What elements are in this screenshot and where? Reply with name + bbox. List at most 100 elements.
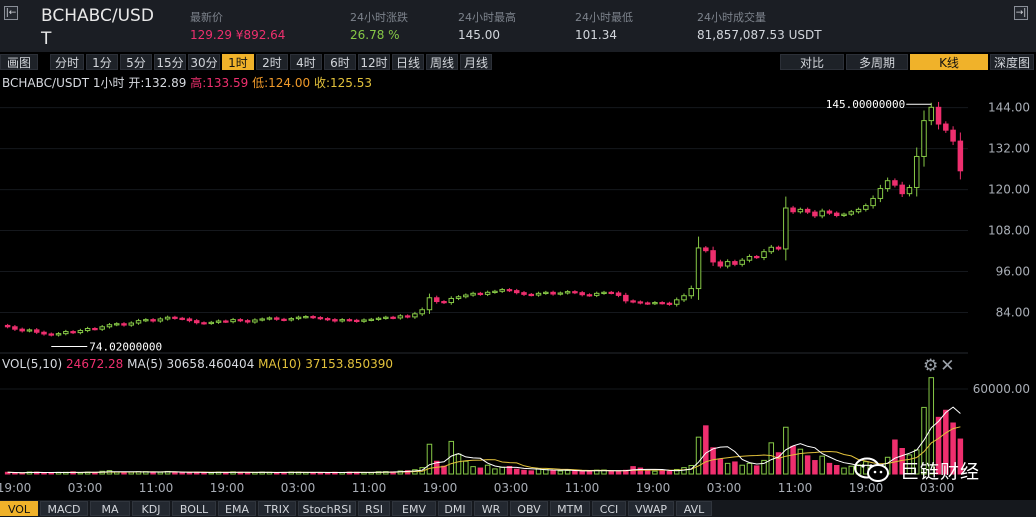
tab-6h[interactable]: 6时 bbox=[324, 54, 356, 70]
tab-timeline[interactable]: 分时 bbox=[50, 54, 84, 70]
period-label: 1小时 bbox=[92, 76, 125, 90]
price-tick-label: 132.00 bbox=[988, 142, 1030, 156]
candle-down bbox=[404, 315, 411, 318]
interval-toolbar: 画图 分时 1分 5分 15分 30分 1时 2时 4时 6时 12时 日线 周… bbox=[0, 53, 1036, 71]
stat-value: 145.00 bbox=[458, 28, 500, 42]
tab-week[interactable]: 周线 bbox=[426, 54, 458, 70]
volume-bar-down bbox=[804, 455, 811, 475]
candle-up bbox=[143, 319, 149, 322]
tab-5m[interactable]: 5分 bbox=[120, 54, 152, 70]
candle-up bbox=[383, 316, 389, 319]
tab-15m[interactable]: 15分 bbox=[154, 54, 186, 70]
volume-bar-down bbox=[615, 470, 622, 475]
candle-up bbox=[601, 291, 607, 295]
time-axis: 19:00 03:00 11:00 19:00 03:00 11:00 19:00 03:00… bbox=[0, 481, 954, 495]
candle-down bbox=[390, 316, 396, 319]
candle-down bbox=[790, 207, 796, 213]
indicator-tab-mtm[interactable]: MTM bbox=[550, 501, 590, 516]
volume-bar-down bbox=[48, 472, 55, 475]
indicator-tab-cci[interactable]: CCI bbox=[592, 501, 626, 516]
volume-bar-down bbox=[935, 416, 942, 475]
indicator-tab-wr[interactable]: WR bbox=[474, 501, 508, 516]
indicator-tab-kdj[interactable]: KDJ bbox=[132, 501, 170, 516]
tab-1m[interactable]: 1分 bbox=[86, 54, 118, 70]
indicator-tab-ma[interactable]: MA bbox=[90, 501, 130, 516]
time-tick-label: 19:00 bbox=[849, 481, 884, 495]
collapse-right-icon[interactable]: →| bbox=[1014, 6, 1028, 20]
candle-up bbox=[135, 320, 142, 324]
candle-down bbox=[4, 324, 11, 328]
pair-label: BCHABC/USDT bbox=[2, 76, 90, 90]
candle-down bbox=[92, 327, 98, 331]
ticker-header: |← BCHABC/USDT 最新价 129.29 ¥892.64 24小时涨跌… bbox=[0, 0, 1036, 52]
volume-bar-up bbox=[761, 459, 767, 475]
volume-bar-up bbox=[455, 453, 462, 475]
indicator-tab-vol[interactable]: VOL bbox=[0, 501, 38, 516]
volume-bar-down bbox=[812, 460, 818, 475]
candle-up bbox=[230, 319, 236, 323]
tab-depth[interactable]: 深度图 bbox=[990, 54, 1034, 70]
close-icon[interactable]: ✕ bbox=[940, 356, 957, 376]
volume-bar-down bbox=[179, 471, 185, 475]
candle-up bbox=[783, 207, 789, 250]
candle-up bbox=[252, 319, 258, 323]
tab-compare[interactable]: 对比 bbox=[780, 54, 844, 70]
ma5-label: MA(5) bbox=[127, 357, 163, 371]
indicator-tab-emv[interactable]: EMV bbox=[392, 501, 436, 516]
candle-up bbox=[215, 320, 222, 323]
indicator-tab-ema[interactable]: EMA bbox=[218, 501, 256, 516]
indicator-tab-macd[interactable]: MACD bbox=[40, 501, 88, 516]
tab-2h[interactable]: 2时 bbox=[256, 54, 288, 70]
candle-up bbox=[368, 318, 375, 321]
tab-4h[interactable]: 4时 bbox=[290, 54, 322, 70]
indicator-tab-avl[interactable]: AVL bbox=[676, 501, 712, 516]
indicator-tab-obv[interactable]: OBV bbox=[510, 501, 548, 516]
collapse-left-icon[interactable]: |← bbox=[4, 6, 18, 20]
candle-down bbox=[717, 261, 724, 267]
candle-up bbox=[484, 291, 491, 295]
candle-down bbox=[899, 184, 905, 195]
candle-up bbox=[877, 188, 884, 199]
candle-up bbox=[724, 261, 731, 267]
open-label: 开: bbox=[128, 76, 145, 90]
indicator-tab-stochrsi[interactable]: StochRSI bbox=[298, 501, 356, 516]
candle-down bbox=[812, 211, 818, 217]
volume-bar-down bbox=[70, 471, 76, 475]
volume-bar-down bbox=[244, 472, 251, 475]
indicator-tab-boll[interactable]: BOLL bbox=[172, 501, 216, 516]
volume-bar-down bbox=[572, 470, 578, 475]
volume-bar-down bbox=[826, 462, 833, 475]
volume-tick-label: 60000.00 bbox=[973, 382, 1030, 396]
candle-up bbox=[884, 180, 891, 190]
indicator-tab-dmi[interactable]: DMI bbox=[438, 501, 472, 516]
tab-12h[interactable]: 12时 bbox=[358, 54, 390, 70]
indicator-tab-trix[interactable]: TRIX bbox=[258, 501, 296, 516]
candle-up bbox=[208, 321, 215, 325]
volume-bar-down bbox=[579, 471, 585, 475]
candle-up bbox=[739, 259, 745, 265]
tab-draw[interactable]: 画图 bbox=[0, 54, 38, 70]
candle-down bbox=[550, 291, 556, 295]
low-annotation-label: 74.02000000 bbox=[89, 341, 162, 354]
volume-bar-down bbox=[506, 465, 513, 475]
gear-icon[interactable]: ⚙ bbox=[923, 356, 941, 376]
indicator-tab-rsi[interactable]: RSI bbox=[358, 501, 390, 516]
tab-1h[interactable]: 1时 bbox=[222, 54, 254, 70]
indicator-tab-vwap[interactable]: VWAP bbox=[628, 501, 674, 516]
tab-kline[interactable]: K线 bbox=[910, 54, 988, 70]
tab-month[interactable]: 月线 bbox=[460, 54, 492, 70]
candle-up bbox=[819, 210, 825, 217]
candle-down bbox=[630, 300, 636, 303]
volume-bar-up bbox=[797, 448, 804, 475]
volume-ma5-line bbox=[7, 406, 961, 474]
time-tick-label: 03:00 bbox=[281, 481, 316, 495]
pane-tools: ⚙✕ bbox=[923, 356, 957, 376]
volume-info: VOL(5,10) 24672.28 MA(5) 30658.460404 MA… bbox=[2, 356, 393, 372]
tab-multi-period[interactable]: 多周期 bbox=[846, 54, 908, 70]
candle-up bbox=[593, 292, 600, 296]
high-label: 高: bbox=[190, 76, 207, 90]
tab-30m[interactable]: 30分 bbox=[188, 54, 220, 70]
kline-chart[interactable]: 84.00 96.00 108.00 120.00 132.00 144.00 145.0… bbox=[0, 72, 1036, 500]
candle-up bbox=[499, 289, 505, 292]
tab-day[interactable]: 日线 bbox=[392, 54, 424, 70]
